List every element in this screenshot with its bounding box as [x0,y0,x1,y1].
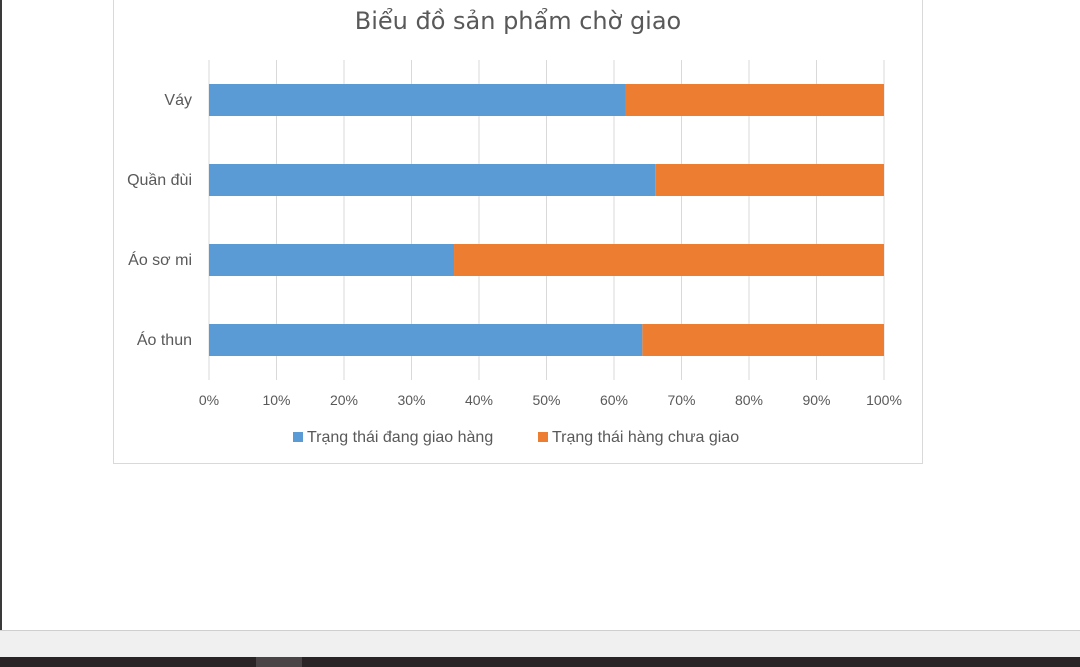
x-tick-label: 50% [532,392,560,408]
x-tick-label: 30% [397,392,425,408]
category-label: Áo sơ mi [128,250,192,269]
x-tick-label: 70% [667,392,695,408]
x-tick-label: 40% [465,392,493,408]
x-tick-label: 90% [802,392,830,408]
bar-not-delivered [642,324,884,356]
category-label: Quần đùi [127,172,192,189]
x-tick-label: 60% [600,392,628,408]
chart-title: Biểu đồ sản phẩm chờ giao [354,7,682,35]
legend-swatch [538,432,548,442]
x-tick-label: 100% [866,392,902,408]
category-label: Áo thun [137,330,192,349]
x-tick-label: 10% [262,392,290,408]
bar-delivering [209,84,626,116]
window-left-border [0,0,2,630]
bar-delivering [209,164,656,196]
legend-label: Trạng thái hàng chưa giao [552,429,739,446]
taskbar-button[interactable] [256,657,302,667]
category-label: Váy [164,92,192,109]
legend-label: Trạng thái đang giao hàng [307,429,493,446]
legend-swatch [293,432,303,442]
x-tick-label: 80% [735,392,763,408]
chart-area[interactable] [113,0,923,464]
taskbar [0,657,1080,667]
bar-delivering [209,324,643,356]
x-tick-label: 20% [330,392,358,408]
status-bar [0,630,1080,658]
bar-not-delivered [454,244,884,276]
bar-not-delivered [655,164,884,196]
bar-not-delivered [625,84,884,116]
bar-delivering [209,244,455,276]
x-tick-label: 0% [199,392,219,408]
